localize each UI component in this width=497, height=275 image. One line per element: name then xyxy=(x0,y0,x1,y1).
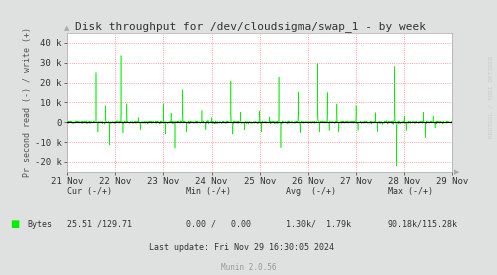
Text: 1.30k/  1.79k: 1.30k/ 1.79k xyxy=(286,220,351,229)
Text: Max (-/+): Max (-/+) xyxy=(388,187,433,196)
Text: 90.18k/115.28k: 90.18k/115.28k xyxy=(388,220,458,229)
Text: Munin 2.0.56: Munin 2.0.56 xyxy=(221,263,276,271)
Y-axis label: Pr second read (-) / write (+): Pr second read (-) / write (+) xyxy=(23,28,32,177)
Text: ▶: ▶ xyxy=(454,169,460,175)
Text: Last update: Fri Nov 29 16:30:05 2024: Last update: Fri Nov 29 16:30:05 2024 xyxy=(149,243,334,252)
Text: Min (-/+): Min (-/+) xyxy=(186,187,232,196)
Text: Avg  (-/+): Avg (-/+) xyxy=(286,187,336,196)
Text: 25.51 /129.71: 25.51 /129.71 xyxy=(67,220,132,229)
Text: 0.00 /   0.00: 0.00 / 0.00 xyxy=(186,220,251,229)
Text: ■: ■ xyxy=(10,219,19,229)
Text: ▲: ▲ xyxy=(65,26,70,32)
Text: Cur (-/+): Cur (-/+) xyxy=(67,187,112,196)
Text: RRDTOOL / TOBI OETIKER: RRDTOOL / TOBI OETIKER xyxy=(489,55,494,138)
Text: Bytes: Bytes xyxy=(27,220,52,229)
Text: Disk throughput for /dev/cloudsigma/swap_1 - by week: Disk throughput for /dev/cloudsigma/swap… xyxy=(75,21,426,32)
